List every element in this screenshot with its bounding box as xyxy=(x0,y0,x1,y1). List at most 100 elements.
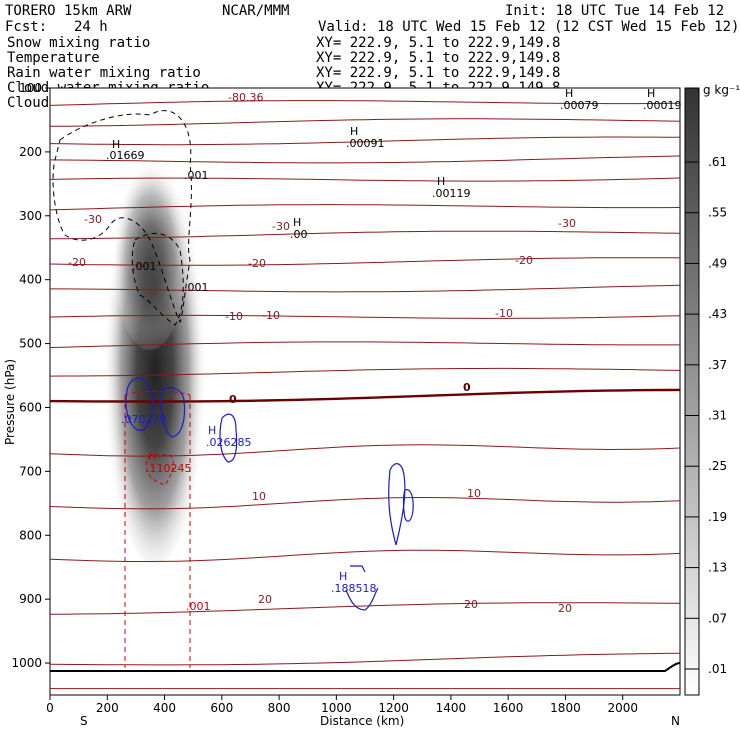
y-tick-label: 600 xyxy=(19,400,42,414)
temp-label: 20 xyxy=(258,593,272,606)
high-value: .026285 xyxy=(206,436,252,449)
high-value: .188518 xyxy=(331,582,377,595)
y-tick-label: 700 xyxy=(19,464,42,478)
snow-shading-upper xyxy=(112,150,188,350)
y-tick-label: 300 xyxy=(19,209,42,223)
colorbar-tick-label: .37 xyxy=(708,358,727,372)
cloud-ice-label: .001 xyxy=(184,169,209,182)
isotherm-line xyxy=(50,444,680,457)
header-institution: NCAR/MMM xyxy=(222,3,289,19)
isotherm-line xyxy=(50,496,680,510)
isotherm-line xyxy=(50,652,680,666)
temp-label: 20 xyxy=(558,602,572,615)
isotherm-line xyxy=(50,230,680,240)
colorbar-tick-label: .25 xyxy=(708,459,727,473)
high-marker: H xyxy=(208,424,216,437)
high-value: .00091 xyxy=(346,137,385,150)
temp-label: -10 xyxy=(262,309,280,322)
legend-field-name: Rain water mixing ratio xyxy=(7,65,201,81)
temperature-isotherms xyxy=(50,100,680,690)
high-marker: H xyxy=(112,138,120,151)
header-valid: Valid: 18 UTC Wed 15 Feb 12 (12 CST Wed … xyxy=(318,19,739,35)
temp-label: 0 xyxy=(229,393,237,406)
high-marker: H xyxy=(350,125,358,138)
isotherm-line xyxy=(50,341,680,348)
y-tick-label: 800 xyxy=(19,528,42,542)
high-value: .00079 xyxy=(560,99,599,112)
isotherm-line xyxy=(50,367,680,377)
colorbar-tick-label: .43 xyxy=(708,307,727,321)
cloud-water-contour-1 xyxy=(125,377,154,431)
high-value: .01669 xyxy=(106,149,145,162)
surface-line xyxy=(50,662,680,672)
x-tick-label: 1800 xyxy=(550,701,581,715)
isotherm-line xyxy=(50,100,680,106)
temp-min-label: -80.36 xyxy=(228,91,263,104)
cloud-water-contour-2 xyxy=(160,387,186,438)
cloud-ice-contour xyxy=(52,110,192,323)
temp-label: -20 xyxy=(515,254,533,267)
colorbar-ticks: .01 .07 .13 .19 .25 .31 .37 .43 .49 .55 .61 xyxy=(685,155,727,676)
isotherm-line xyxy=(50,257,680,266)
y-tick-label: 900 xyxy=(19,592,42,606)
y-tick-label: 400 xyxy=(19,273,42,287)
temp-label: -30 xyxy=(558,217,576,230)
colorbar-tick-label: .55 xyxy=(708,206,727,220)
cloud-water-contour-4 xyxy=(388,463,406,546)
temp-label: -10 xyxy=(495,307,513,320)
temp-label: -20 xyxy=(248,257,266,270)
y-tick-label: 500 xyxy=(19,337,42,351)
colorbar-tick-label: .07 xyxy=(708,611,727,625)
cloud-water-contour-5 xyxy=(402,489,414,522)
x-axis-label: Distance (km) xyxy=(320,714,404,728)
x-tick-label: 1600 xyxy=(493,701,524,715)
legend-field-xy: XY= 222.9, 5.1 to 222.9,149.8 xyxy=(316,65,560,81)
cloud-water-label: .070270 xyxy=(121,413,167,426)
temp-label: 10 xyxy=(467,487,481,500)
x-axis-south: S xyxy=(80,714,88,728)
y-axis-label: Pressure (hPa) xyxy=(3,359,17,445)
high-value: .00019 xyxy=(643,99,682,112)
legend-field-name: Temperature xyxy=(7,50,100,66)
temp-label: -30 xyxy=(84,213,102,226)
contour-labels: -80.36 -30 -30 -30 -20 -20 -20 -10 -10 -… xyxy=(68,87,682,615)
legend-field-xy: XY= 222.9, 5.1 to 222.9,149.8 xyxy=(316,35,560,51)
y-tick-label: 200 xyxy=(19,145,42,159)
header-fcst-value: 24 h xyxy=(74,19,108,35)
isotherm-line xyxy=(50,602,680,615)
header-fcst-label: Fcst: xyxy=(5,19,47,35)
isotherm-line xyxy=(50,388,680,403)
isotherm-line xyxy=(50,136,680,146)
x-axis: 0 200 400 600 800 1000 1200 1400 1600 1800 2000 xyxy=(46,695,638,715)
isotherm-line xyxy=(50,284,680,293)
y-tick-label: 100 xyxy=(19,81,42,95)
isotherm-line xyxy=(50,177,680,182)
colorbar-tick-label: .19 xyxy=(708,510,727,524)
x-tick-label: 1400 xyxy=(436,701,467,715)
isotherm-line xyxy=(50,314,680,319)
x-tick-label: 1000 xyxy=(321,701,352,715)
temp-label: 10 xyxy=(252,490,266,503)
x-tick-label: 200 xyxy=(96,701,119,715)
header-model: TORERO 15km ARW xyxy=(5,3,132,19)
x-tick-label: 1200 xyxy=(378,701,409,715)
x-tick-label: 2000 xyxy=(607,701,638,715)
y-tick-label: 1000 xyxy=(11,656,42,670)
temp-label: 20 xyxy=(464,598,478,611)
rain-label: .001 xyxy=(186,600,211,613)
cloud-water-contour-6 xyxy=(345,587,379,611)
y-axis: 100 200 300 400 500 600 700 800 900 1000 xyxy=(11,81,50,670)
high-marker: H xyxy=(647,87,655,100)
x-tick-label: 800 xyxy=(268,701,291,715)
isotherm-line xyxy=(50,118,680,127)
temp-label: -30 xyxy=(272,220,290,233)
high-value: .00 xyxy=(290,228,308,241)
isotherm-line xyxy=(50,204,680,211)
high-marker: H xyxy=(565,87,573,100)
cloud-ice-label: .001 xyxy=(184,281,209,294)
x-tick-label: 0 xyxy=(46,701,54,715)
colorbar-tick-label: .13 xyxy=(708,561,727,575)
high-value: .110245 xyxy=(146,462,192,475)
colorbar-tick-label: .61 xyxy=(708,155,727,169)
